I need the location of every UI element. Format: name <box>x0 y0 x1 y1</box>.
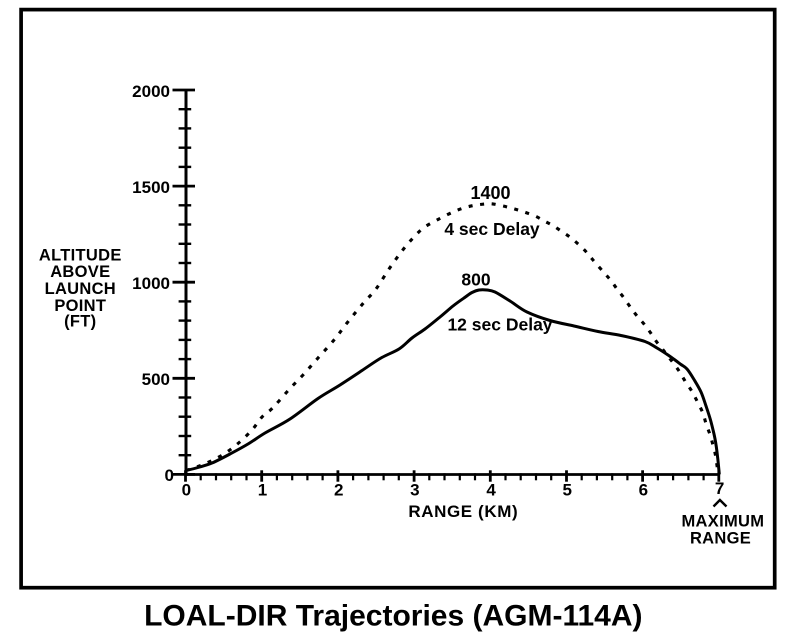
svg-text:0: 0 <box>182 480 191 499</box>
svg-text:ABOVE: ABOVE <box>50 263 110 281</box>
svg-text:RANGE: RANGE <box>690 529 751 547</box>
svg-text:1500: 1500 <box>132 178 170 197</box>
svg-text:5: 5 <box>562 480 571 499</box>
svg-text:2000: 2000 <box>132 82 170 101</box>
svg-text:500: 500 <box>142 370 170 389</box>
svg-text:12 sec Delay: 12 sec Delay <box>447 315 552 335</box>
svg-text:6: 6 <box>639 480 648 499</box>
svg-text:7: 7 <box>715 479 724 498</box>
svg-text:MAXIMUM: MAXIMUM <box>682 513 765 531</box>
svg-text:LOAL-DIR Trajectories (AGM-114: LOAL-DIR Trajectories (AGM-114A) <box>144 599 642 632</box>
svg-text:4: 4 <box>486 480 496 499</box>
svg-text:800: 800 <box>461 270 490 290</box>
svg-text:POINT: POINT <box>54 297 106 315</box>
svg-text:1: 1 <box>258 480 267 499</box>
svg-text:2: 2 <box>334 480 343 499</box>
svg-text:0: 0 <box>165 466 174 485</box>
svg-text:3: 3 <box>410 480 419 499</box>
svg-text:ALTITUDE: ALTITUDE <box>39 247 122 265</box>
svg-text:1000: 1000 <box>132 274 170 293</box>
svg-text:1400: 1400 <box>470 183 510 203</box>
svg-text:4 sec Delay: 4 sec Delay <box>444 219 540 239</box>
svg-text:(FT): (FT) <box>64 313 96 331</box>
svg-text:LAUNCH: LAUNCH <box>45 280 116 298</box>
svg-text:RANGE (KM): RANGE (KM) <box>408 502 518 521</box>
